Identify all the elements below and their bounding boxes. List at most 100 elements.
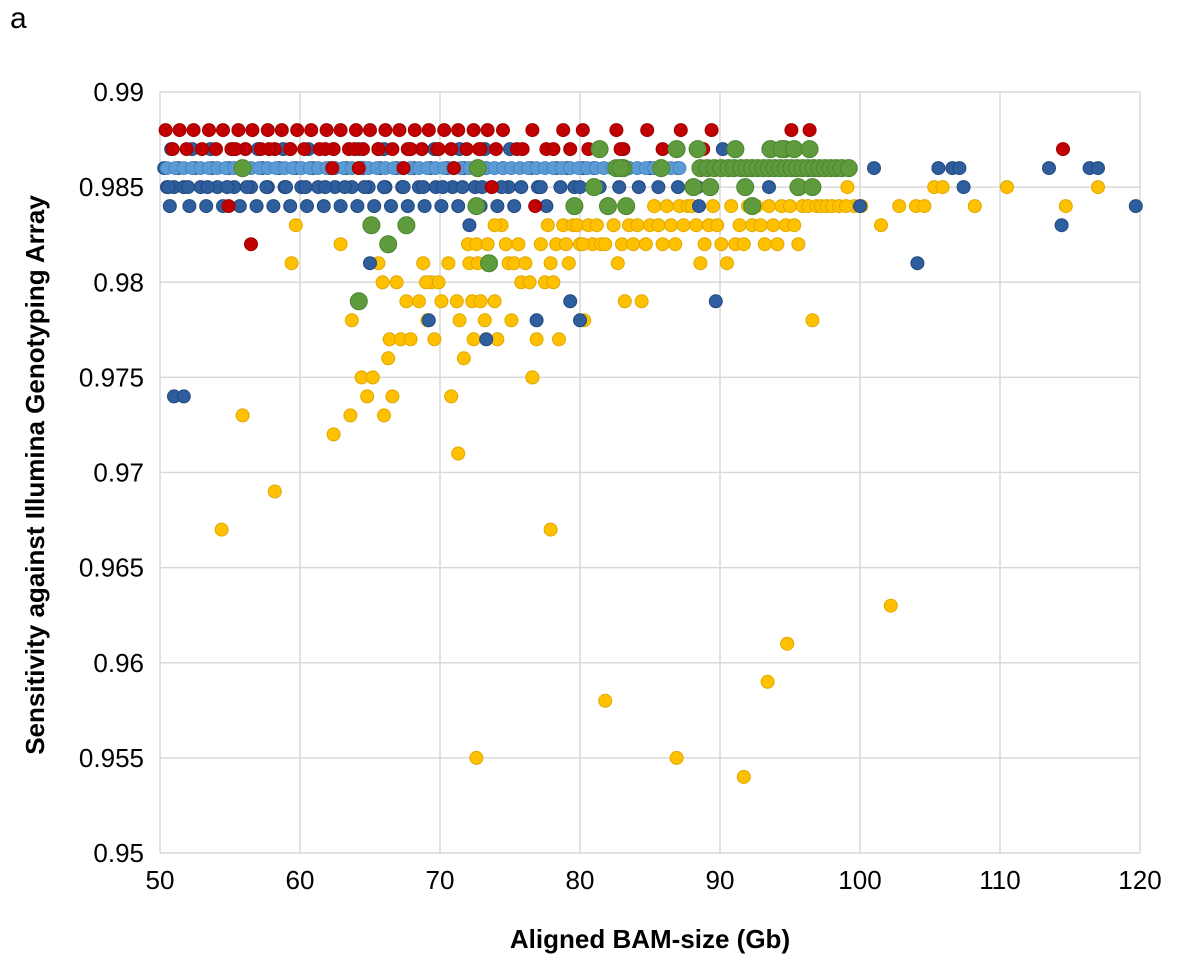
data-point <box>195 142 209 157</box>
data-point <box>507 199 522 214</box>
x-tick-label: 100 <box>838 865 881 895</box>
data-point <box>337 180 352 195</box>
data-point <box>631 180 646 195</box>
data-point <box>343 408 358 423</box>
data-point <box>609 123 624 138</box>
data-point <box>714 237 729 252</box>
data-point <box>563 142 578 157</box>
data-point <box>489 142 503 157</box>
data-point <box>528 199 543 214</box>
data-point <box>529 313 544 328</box>
data-point <box>407 123 422 138</box>
data-point <box>176 389 191 404</box>
data-point <box>760 674 775 689</box>
x-tick-label: 50 <box>146 865 175 895</box>
data-point <box>300 199 314 214</box>
data-point <box>452 313 467 328</box>
data-point <box>783 199 797 214</box>
data-point <box>304 123 319 138</box>
data-point <box>209 142 223 157</box>
x-tick-label: 90 <box>706 865 735 895</box>
data-point <box>427 332 442 347</box>
data-point <box>1056 142 1070 157</box>
y-tick-label: 0.985 <box>79 172 144 202</box>
data-point <box>267 484 282 499</box>
data-point <box>676 218 691 233</box>
data-point <box>732 218 747 233</box>
data-point <box>347 142 362 157</box>
data-point <box>766 218 781 233</box>
y-axis-title: Sensitivity against Illumina Genotyping … <box>20 195 50 755</box>
data-point <box>640 123 655 138</box>
data-point <box>667 140 686 159</box>
y-tick-label: 0.955 <box>79 743 144 773</box>
data-point <box>736 769 751 784</box>
data-points <box>157 123 1143 784</box>
data-point <box>283 199 298 214</box>
data-point <box>522 275 537 290</box>
data-point <box>553 180 568 195</box>
data-point <box>697 237 712 252</box>
data-point <box>952 161 967 176</box>
data-point <box>459 142 474 157</box>
data-point <box>403 332 418 347</box>
data-point <box>396 161 411 176</box>
data-point <box>613 142 628 157</box>
data-point <box>200 180 215 195</box>
data-point <box>514 180 529 195</box>
data-point <box>708 294 723 309</box>
data-point <box>689 218 704 233</box>
data-point <box>421 313 436 328</box>
data-point <box>559 237 573 252</box>
data-point <box>431 275 446 290</box>
data-point <box>245 123 260 138</box>
data-point <box>802 123 817 138</box>
data-point <box>563 294 578 309</box>
data-point <box>546 142 561 157</box>
data-point <box>800 140 819 159</box>
data-point <box>351 161 366 176</box>
data-point <box>235 408 250 423</box>
data-point <box>202 123 216 138</box>
data-point <box>389 275 404 290</box>
data-point <box>910 256 925 271</box>
data-point <box>172 123 187 138</box>
data-point <box>1128 199 1143 214</box>
data-point <box>260 123 275 138</box>
data-point <box>736 237 751 252</box>
data-point <box>840 180 855 195</box>
data-point <box>396 180 411 195</box>
data-point <box>935 180 950 195</box>
data-point <box>634 294 649 309</box>
data-point <box>853 199 867 214</box>
data-point <box>1091 161 1105 176</box>
data-point <box>704 123 719 138</box>
data-point <box>867 161 881 176</box>
data-point <box>610 256 625 271</box>
y-tick-label: 0.98 <box>93 267 144 297</box>
data-point <box>239 180 254 195</box>
x-tick-label: 60 <box>286 865 315 895</box>
data-point <box>612 180 627 195</box>
x-tick-label: 120 <box>1118 865 1161 895</box>
data-point <box>451 123 466 138</box>
data-point <box>363 256 377 271</box>
data-point <box>784 123 799 138</box>
data-point <box>490 199 505 214</box>
data-point <box>710 218 725 233</box>
data-point <box>529 332 544 347</box>
data-point <box>480 123 495 138</box>
data-point <box>967 199 982 214</box>
data-point <box>262 142 277 157</box>
data-point <box>664 218 678 233</box>
data-point <box>651 218 666 233</box>
data-point <box>606 218 621 233</box>
data-point <box>480 254 498 273</box>
data-point <box>692 199 706 214</box>
data-point <box>504 313 519 328</box>
data-point <box>652 159 671 178</box>
data-point <box>546 275 561 290</box>
data-point <box>158 123 173 138</box>
data-point <box>671 180 685 195</box>
